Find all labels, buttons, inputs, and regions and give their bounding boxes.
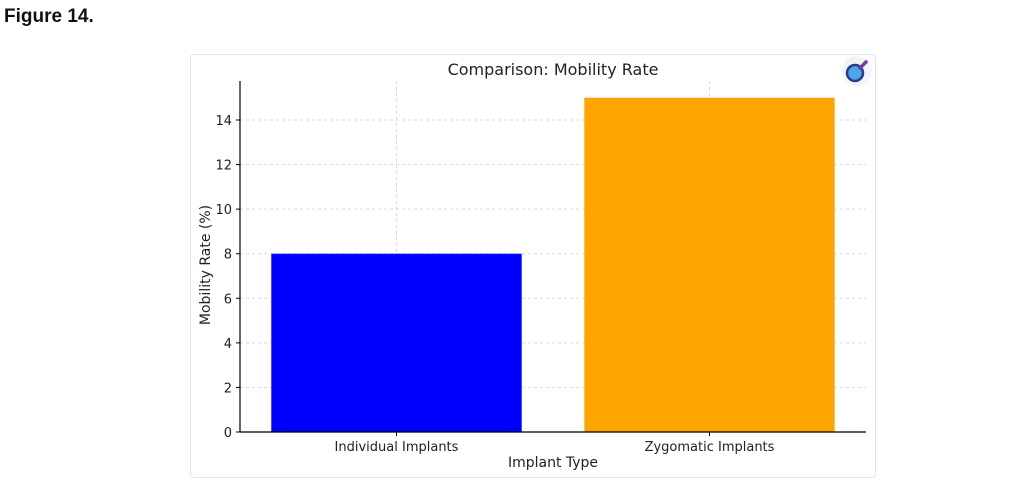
chart-frame: Comparison: Mobility Rate 0 2 4 6 8 10 12 14 Ind… <box>190 54 876 478</box>
x-axis-label: Implant Type <box>508 455 598 471</box>
y-tick-label: 2 <box>224 381 232 396</box>
bars <box>271 97 835 432</box>
y-tick-label: 6 <box>224 292 232 307</box>
y-axis-label: Mobility Rate (%) <box>198 205 214 325</box>
y-tick-label: 14 <box>215 114 232 129</box>
chart-title: Comparison: Mobility Rate <box>448 60 659 79</box>
bar-1 <box>271 253 522 432</box>
x-tick-label: Individual Implants <box>335 440 459 455</box>
bar-2 <box>584 97 835 432</box>
y-tick-label: 4 <box>224 337 232 352</box>
axes <box>236 81 866 436</box>
y-tick-label: 8 <box>224 248 232 263</box>
y-tick-label: 10 <box>215 203 232 218</box>
y-tick-label: 0 <box>224 426 232 441</box>
x-tick-label: Zygomatic Implants <box>645 440 775 455</box>
y-tick-label: 12 <box>215 159 232 174</box>
tick-labels: 0 2 4 6 8 10 12 14 Individual Implants Zygomatic … <box>215 114 774 455</box>
magnifier-icon[interactable] <box>842 56 872 86</box>
figure-label: Figure 14. <box>4 6 94 27</box>
bar-chart: Comparison: Mobility Rate 0 2 4 6 8 10 12 14 Ind… <box>198 56 872 471</box>
